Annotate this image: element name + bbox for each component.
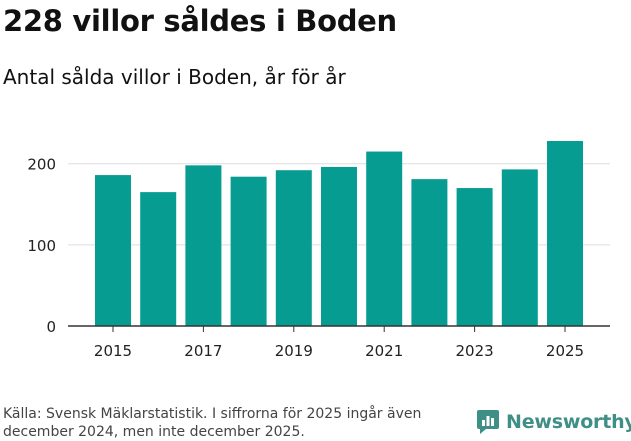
bar-2016	[140, 192, 177, 326]
x-tick-label-2017: 2017	[184, 342, 222, 360]
x-tick-label-2015: 2015	[94, 342, 132, 360]
x-tick-label-2023: 2023	[456, 342, 494, 360]
x-tick-label-2019: 2019	[275, 342, 313, 360]
x-tick-label-2025: 2025	[546, 342, 584, 360]
newsworthy-logo-icon	[477, 410, 499, 434]
bar-2021	[366, 151, 403, 326]
chart-headline: 228 villor såldes i Boden	[3, 4, 397, 38]
y-tick-label-100: 100	[27, 237, 56, 255]
bar-2015	[95, 175, 131, 326]
bar-2018	[230, 176, 267, 326]
bar-chart: 0 100 200 2015 2017 2019 2021 2023 2025	[27, 141, 610, 360]
bars	[95, 141, 583, 326]
bar-2020	[321, 166, 357, 326]
bar-2019	[275, 170, 312, 326]
bar-2017	[185, 165, 222, 326]
chart-subtitle: Antal sålda villor i Boden, år för år	[3, 65, 346, 89]
bar-2022	[411, 179, 448, 326]
x-tick-label-2021: 2021	[365, 342, 403, 360]
y-tick-label-200: 200	[27, 156, 56, 174]
y-tick-label-0: 0	[46, 318, 56, 336]
bar-2023	[456, 188, 493, 326]
newsworthy-logo: Newsworthy	[476, 408, 631, 436]
y-axis-ticks: 0 100 200	[27, 156, 56, 336]
bar-2024	[501, 169, 538, 326]
x-axis-ticks: 2015 2017 2019 2021 2023 2025	[94, 326, 584, 360]
bar-2025	[547, 141, 583, 326]
source-note: Källa: Svensk Mäklarstatistik. I siffror…	[3, 406, 422, 440]
brand-name: Newsworthy	[506, 411, 631, 433]
